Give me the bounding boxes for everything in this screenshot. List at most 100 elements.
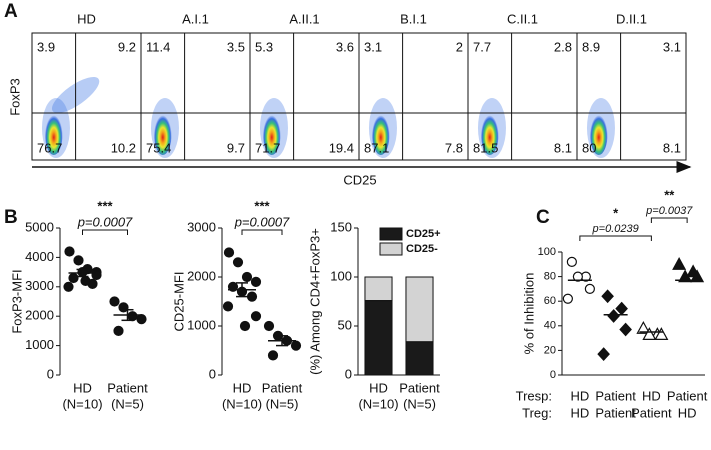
- x-tick-label: HD: [678, 405, 697, 420]
- x-tick-label: HD: [570, 405, 589, 420]
- quadrant-value: 3.9: [37, 39, 55, 54]
- x-tick-label: HD: [642, 388, 661, 403]
- significance-stars: ***: [254, 198, 270, 213]
- significance-stars: **: [664, 187, 675, 202]
- y-tick-label: 3000: [25, 278, 54, 293]
- data-point: [118, 302, 129, 313]
- y-tick-label: 80: [544, 271, 556, 283]
- y-tick-label: 2000: [187, 268, 216, 283]
- data-point: [562, 293, 573, 304]
- flow-x-label: CD25: [343, 172, 376, 187]
- data-point: [246, 291, 258, 302]
- x-tick-label: Patient: [667, 388, 708, 403]
- data-point: [690, 269, 705, 283]
- legend-label: CD25+: [406, 228, 441, 240]
- quadrant-value: 80: [582, 140, 596, 155]
- quadrant-value: 3.5: [227, 39, 245, 54]
- data-point: [566, 256, 577, 267]
- data-point: [222, 301, 234, 312]
- density-core: [262, 111, 281, 155]
- density-core: [589, 111, 608, 155]
- y-tick-label: 150: [330, 219, 352, 234]
- p-value: p=0.0007: [77, 214, 133, 229]
- data-point: [263, 320, 275, 332]
- significance-bracket: [650, 217, 688, 223]
- y-tick-label: 100: [538, 246, 556, 258]
- y-tick-label: 0: [209, 366, 216, 381]
- data-point: [250, 276, 262, 287]
- data-point: [607, 309, 620, 323]
- y-tick-label: 1000: [187, 317, 216, 332]
- y-axis-label: FoxP3-MFI: [9, 269, 24, 333]
- panel-label: B: [4, 207, 18, 228]
- y-tick-label: 2000: [25, 308, 54, 323]
- y-axis-label: % of Inhibition: [521, 273, 536, 355]
- quadrant-value: 81.5: [473, 140, 498, 155]
- bar-segment: [405, 276, 434, 343]
- y-tick-label: 0: [550, 369, 556, 381]
- quadrant-value: 19.4: [329, 140, 354, 155]
- quadrant-value: 8.1: [663, 140, 681, 155]
- flow-plot-title: A.II.1: [289, 11, 319, 26]
- quadrant-value: 10.2: [111, 140, 136, 155]
- x-tick-label: Patient: [399, 380, 440, 395]
- y-tick-label: 100: [330, 268, 352, 283]
- x-tick-label: HD: [73, 380, 92, 395]
- quadrant-value: 8.1: [554, 140, 572, 155]
- data-point: [63, 281, 74, 292]
- quadrant-value: 7.8: [445, 140, 463, 155]
- y-axis-label: (%) Among CD4+FoxP3+: [307, 228, 322, 375]
- quadrant-value: 7.7: [473, 39, 491, 54]
- x-tick-count: (N=5): [111, 396, 144, 411]
- x-tick-label: Patient: [262, 380, 303, 395]
- y-tick-label: 1000: [25, 337, 54, 352]
- flow-plot-title: C.II.1: [507, 11, 538, 26]
- flow-plot-frame: [249, 32, 360, 161]
- x-tick-label: Patient: [107, 380, 148, 395]
- legend-swatch: [379, 227, 403, 241]
- density-core: [153, 111, 172, 155]
- x-tick-label: HD: [570, 388, 589, 403]
- quadrant-value: 2.8: [554, 39, 572, 54]
- significance-bracket: [241, 229, 283, 235]
- bar-segment: [364, 276, 393, 302]
- x-tick-count: (N=10): [62, 396, 102, 411]
- data-point: [127, 311, 138, 322]
- y-tick-label: 0: [47, 366, 54, 381]
- quadrant-value: 3.6: [336, 39, 354, 54]
- y-tick-label: 3000: [187, 219, 216, 234]
- y-tick-label: 0: [345, 366, 352, 381]
- quadrant-value: 5.3: [255, 39, 273, 54]
- bar-segment: [364, 300, 393, 376]
- significance-bracket: [579, 235, 652, 241]
- y-tick-label: 60: [544, 295, 556, 307]
- quadrant-value: 76.7: [37, 140, 62, 155]
- data-point: [636, 321, 651, 334]
- data-point: [597, 347, 610, 361]
- x-tick-label: Patient: [631, 405, 672, 420]
- quadrant-value: 87.1: [364, 140, 389, 155]
- data-point: [654, 327, 669, 341]
- y-tick-label: 50: [338, 317, 352, 332]
- data-point: [619, 322, 632, 337]
- data-point: [241, 271, 253, 283]
- x-row-label: Treg:: [522, 405, 552, 420]
- density-core: [44, 111, 63, 155]
- significance-stars: *: [613, 205, 619, 220]
- quadrant-value: 75.4: [146, 140, 171, 155]
- density-core: [371, 111, 390, 155]
- data-point: [642, 327, 657, 341]
- data-point: [113, 325, 124, 336]
- significance-bracket: [82, 229, 128, 235]
- x-tick-count: (N=10): [358, 396, 398, 411]
- flow-plot-frame: [467, 32, 578, 161]
- x-tick-label: HD: [369, 380, 388, 395]
- quadrant-value: 3.1: [364, 39, 382, 54]
- data-point: [584, 283, 595, 294]
- x-tick-label: HD: [233, 380, 252, 395]
- flow-y-label: FoxP3: [7, 78, 22, 116]
- data-point: [601, 289, 614, 304]
- y-tick-label: 5000: [25, 219, 54, 234]
- quadrant-value: 3.1: [663, 39, 681, 54]
